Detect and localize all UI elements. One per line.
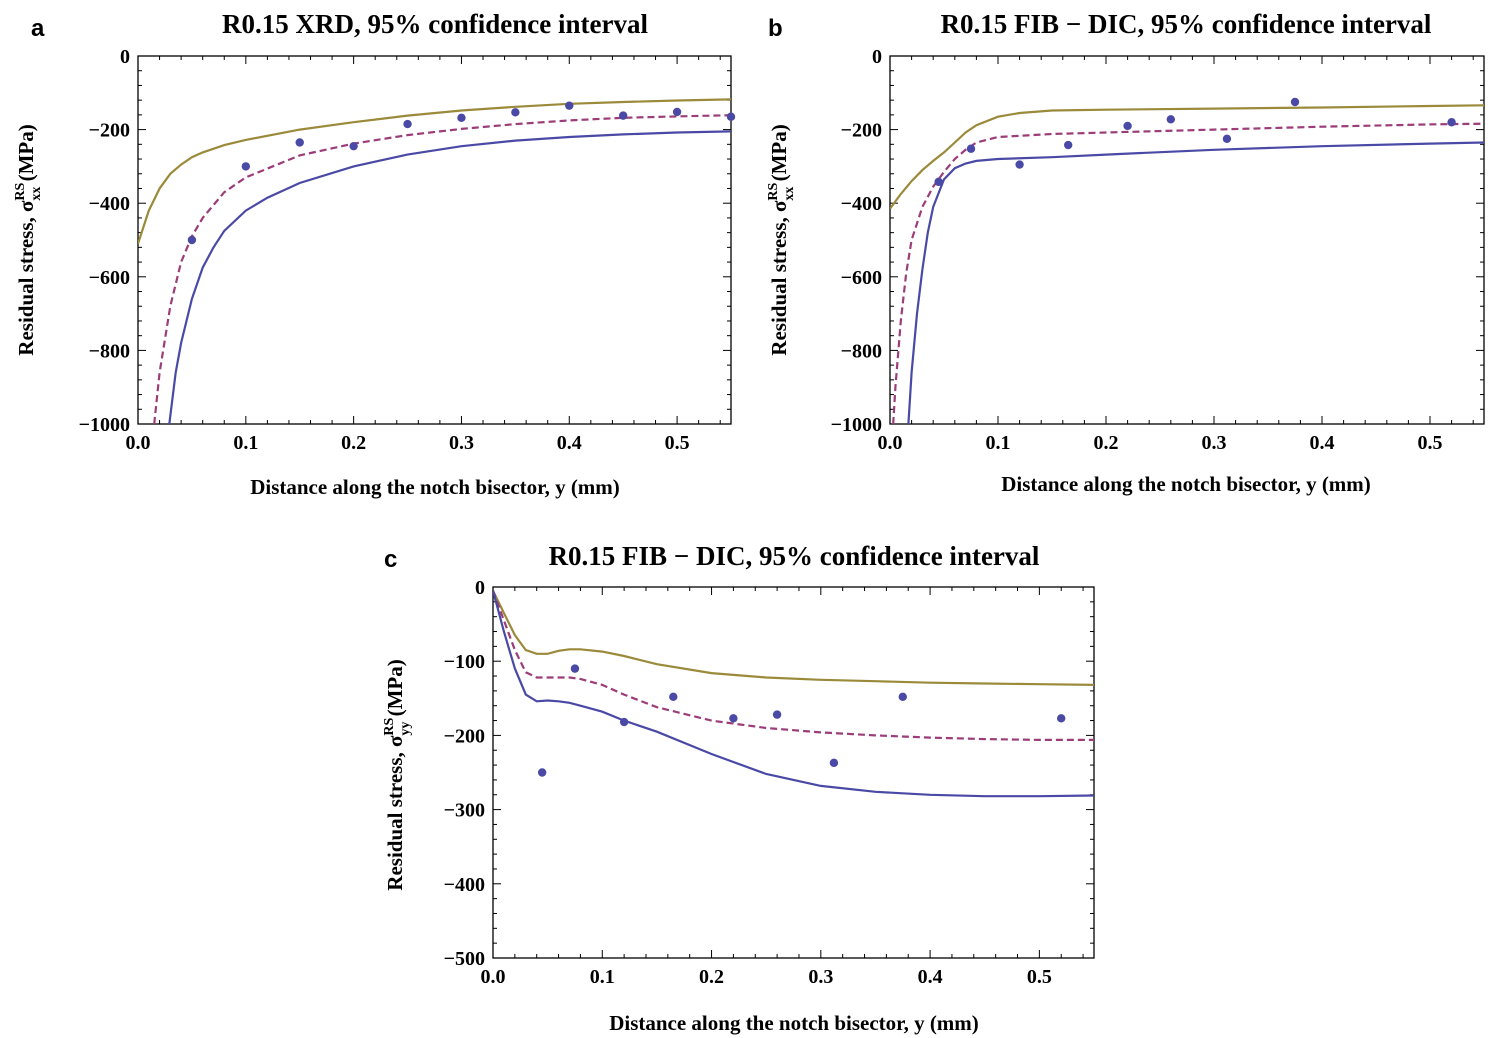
x-tick-label: 0.3 bbox=[808, 966, 833, 988]
data-point bbox=[511, 108, 520, 117]
data-point bbox=[565, 101, 574, 110]
data-point bbox=[672, 107, 682, 117]
data-point bbox=[772, 710, 782, 719]
data-point bbox=[1123, 121, 1132, 131]
plot-area: 0.0 0.1 0.2 0.3 0.4 0.5 0 −100 −200 −300 −400 −500 bbox=[444, 577, 1095, 988]
series-curve-2 bbox=[493, 590, 1094, 798]
y-tick-label: −600 bbox=[841, 267, 882, 289]
x-tick-label: 0.5 bbox=[665, 432, 690, 454]
chart-title: R0.15 FIB − DIC, 95% confidence interval bbox=[549, 541, 1040, 571]
data-point bbox=[618, 111, 628, 120]
panel-a: a R0.15 XRD, 95% confidence interval Dis… bbox=[13, 9, 736, 499]
panel-letter-a: a bbox=[31, 15, 45, 42]
panel-b: b R0.15 FIB − DIC, 95% confidence interv… bbox=[766, 9, 1485, 496]
data-point bbox=[1057, 714, 1066, 723]
chart-title: R0.15 XRD, 95% confidence interval bbox=[222, 9, 648, 39]
y-tick-label: −800 bbox=[841, 340, 882, 362]
y-tick-label: −300 bbox=[444, 800, 485, 822]
data-point bbox=[669, 692, 678, 702]
x-tick-label: 0.2 bbox=[1094, 432, 1119, 454]
y-axis-label: Residual stress, σRSxx (MPa) bbox=[766, 124, 797, 355]
y-tick-label: −800 bbox=[89, 340, 130, 362]
data-point bbox=[934, 177, 943, 187]
x-tick-label: 0.1 bbox=[233, 432, 258, 454]
x-tick-label: 0.5 bbox=[1418, 432, 1443, 454]
data-point bbox=[1447, 118, 1456, 127]
data-point bbox=[1166, 115, 1176, 124]
data-point bbox=[295, 138, 304, 147]
x-tick-label: 0.5 bbox=[1027, 966, 1052, 988]
series-curve-1 bbox=[892, 122, 1484, 424]
data-point bbox=[241, 162, 251, 171]
x-axis-label: Distance along the notch bisector, y (mm… bbox=[1001, 472, 1371, 496]
data-point bbox=[403, 119, 412, 129]
data-point bbox=[829, 758, 839, 768]
x-tick-label: 0.3 bbox=[1202, 432, 1227, 454]
data-point bbox=[537, 768, 547, 777]
plot-area: 0.0 0.1 0.2 0.3 0.4 0.5 0 −200 −400 −600 −800 −1000 bbox=[79, 46, 736, 454]
panel-c: c R0.15 FIB − DIC, 95% confidence interv… bbox=[382, 541, 1095, 1035]
x-axis-label: Distance along the notch bisector, y (mm… bbox=[609, 1011, 979, 1035]
data-point bbox=[898, 692, 907, 702]
y-tick-label: −500 bbox=[444, 948, 485, 970]
y-axis-label: Residual stress, σRSyy (MPa) bbox=[382, 659, 413, 890]
x-tick-label: 0.0 bbox=[481, 966, 506, 988]
y-tick-label: −200 bbox=[444, 725, 485, 747]
y-axis-label: Residual stress, σRSxx (MPa) bbox=[13, 124, 44, 355]
x-tick-label: 0.4 bbox=[1310, 432, 1335, 454]
x-tick-label: 0.2 bbox=[341, 432, 366, 454]
x-tick-label: 0.4 bbox=[918, 966, 943, 988]
data-point bbox=[349, 141, 358, 151]
series-curve-1 bbox=[153, 114, 731, 424]
y-tick-label: 0 bbox=[475, 577, 485, 599]
y-tick-label: −1000 bbox=[79, 414, 130, 436]
chart-title: R0.15 FIB − DIC, 95% confidence interval bbox=[941, 9, 1432, 39]
data-point bbox=[726, 112, 736, 121]
y-tick-label: −400 bbox=[444, 874, 485, 896]
x-tick-label: 0.2 bbox=[699, 966, 724, 988]
y-tick-label: −100 bbox=[444, 651, 485, 673]
series-curve-0 bbox=[890, 104, 1484, 210]
plot-frame bbox=[492, 586, 1095, 959]
plot-frame bbox=[137, 55, 732, 425]
x-tick-label: 0.0 bbox=[126, 432, 151, 454]
y-tick-label: 0 bbox=[120, 46, 130, 68]
y-tick-label: −200 bbox=[89, 120, 130, 142]
series-curve-2 bbox=[907, 141, 1484, 424]
series-curve-2 bbox=[168, 130, 731, 424]
y-tick-label: −400 bbox=[841, 193, 882, 215]
x-axis-label: Distance along the notch bisector, y (mm… bbox=[250, 475, 620, 499]
x-tick-label: 0.1 bbox=[590, 966, 615, 988]
y-tick-label: −200 bbox=[841, 120, 882, 142]
x-tick-label: 0.1 bbox=[986, 432, 1011, 454]
data-point bbox=[619, 717, 629, 727]
data-point bbox=[1290, 97, 1300, 107]
data-point bbox=[1064, 140, 1073, 150]
series-curve-0 bbox=[138, 98, 731, 245]
data-point bbox=[570, 664, 580, 673]
y-tick-label: −400 bbox=[89, 193, 130, 215]
panel-letter-c: c bbox=[384, 546, 397, 573]
series-curve-0 bbox=[493, 590, 1094, 686]
data-point bbox=[457, 113, 466, 123]
panel-letter-b: b bbox=[768, 15, 783, 42]
y-tick-label: −600 bbox=[89, 267, 130, 289]
data-point bbox=[187, 235, 197, 245]
plot-frame bbox=[889, 55, 1485, 425]
y-tick-label: 0 bbox=[872, 46, 882, 68]
x-tick-label: 0.0 bbox=[878, 432, 903, 454]
plot-area: 0.0 0.1 0.2 0.3 0.4 0.5 0 −200 −400 −600 −800 −1000 bbox=[831, 46, 1485, 454]
x-tick-label: 0.3 bbox=[449, 432, 474, 454]
series-curve-1 bbox=[493, 590, 1094, 741]
x-tick-label: 0.4 bbox=[557, 432, 582, 454]
data-point bbox=[1015, 160, 1024, 169]
data-point bbox=[729, 714, 738, 723]
data-point bbox=[1222, 134, 1232, 143]
data-point bbox=[966, 144, 976, 153]
y-tick-label: −1000 bbox=[831, 414, 882, 436]
